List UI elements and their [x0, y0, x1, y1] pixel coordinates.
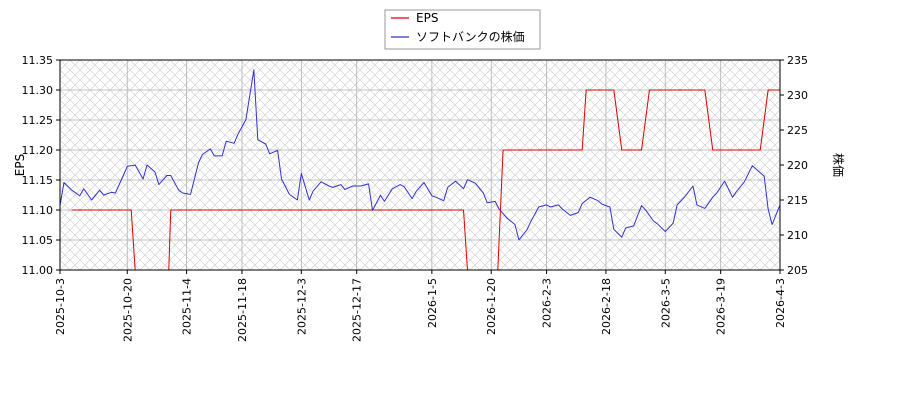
hatched-background: [60, 60, 780, 270]
x-tick-label: 2026-2-18: [600, 278, 613, 335]
y-left-tick-label: 11.15: [22, 174, 54, 187]
y-left-tick-label: 11.10: [22, 204, 54, 217]
legend: EPS ソフトバンクの株価: [384, 9, 541, 50]
legend-box: [384, 9, 541, 50]
y-axis-right: 205 210 215 220 225 230 235: [780, 54, 808, 277]
y-right-tick-label: 205: [787, 264, 808, 277]
x-tick-label: 2025-10-3: [54, 278, 67, 335]
plot-area: [59, 59, 781, 271]
x-tick-label: 2025-12-17: [351, 278, 364, 342]
y-right-tick-label: 225: [787, 124, 808, 137]
x-tick-label: 2026-2-3: [541, 278, 554, 328]
y-left-tick-label: 11.30: [22, 84, 54, 97]
x-tick-label: 2025-11-4: [181, 278, 194, 335]
y-left-tick-label: 11.25: [22, 114, 54, 127]
legend-label-price: ソフトバンクの株価: [416, 29, 525, 44]
stock-price-line: [60, 69, 780, 241]
x-axis: 2025-10-3 2025-10-20 2025-11-4 2025-11-18 20…: [54, 270, 787, 342]
x-tick-label: 2025-12-3: [295, 278, 308, 335]
eps-line: [71, 89, 780, 270]
x-tick-label: 2026-3-5: [659, 278, 672, 328]
x-tick-label: 2026-3-19: [715, 278, 728, 335]
x-tick-label: 2026-1-20: [485, 278, 498, 335]
y-right-tick-label: 210: [787, 229, 808, 242]
y-axis-left: 11.00 11.05 11.10 11.15 11.20 11.25 11.30 11.35: [22, 54, 60, 277]
x-tick-label: 2026-4-3: [774, 278, 787, 328]
series-layer: [60, 69, 780, 270]
y-left-tick-label: 11.00: [22, 264, 54, 277]
y-left-tick-label: 11.05: [22, 234, 54, 247]
y-left-tick-label: 11.20: [22, 144, 54, 157]
y-left-tick-label: 11.35: [22, 54, 54, 67]
legend-label-eps: EPS: [416, 11, 438, 25]
y-right-tick-label: 230: [787, 89, 808, 102]
y-right-tick-label: 215: [787, 194, 808, 207]
y-right-tick-label: 235: [787, 54, 808, 67]
y-axis-right-title: 株価: [831, 153, 846, 177]
x-tick-label: 2025-11-18: [236, 278, 249, 342]
x-tick-label: 2025-10-20: [121, 278, 134, 342]
x-tick-label: 2026-1-5: [426, 278, 439, 328]
y-axis-left-title: EPS: [13, 154, 27, 176]
y-right-tick-label: 220: [787, 159, 808, 172]
